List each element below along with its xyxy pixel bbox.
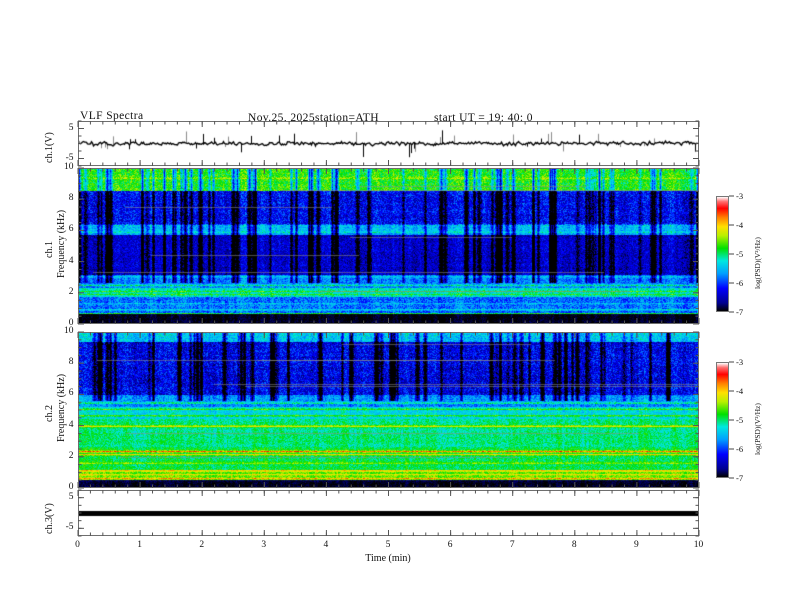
colorbar-ch1-tick--3: -3 (736, 191, 744, 201)
ch1-spectrogram-ylabel-freq: Frequency (kHz) (56, 209, 67, 278)
colorbar-ch2-tick--4: -4 (736, 386, 744, 396)
xtick-3: 3 (261, 540, 267, 550)
xtick-9: 9 (634, 540, 639, 550)
colorbar-ch1-tick--5: -5 (736, 249, 744, 259)
ch3-waveform-panel-canvas (78, 491, 698, 535)
xtick-6: 6 (447, 540, 453, 550)
ch1-ytick-5: 5 (68, 122, 74, 133)
colorbar-ch2-tick--6: -6 (736, 444, 744, 454)
x-axis-label: Time (min) (365, 553, 411, 564)
ch1-spec-ytick-2: 2 (68, 286, 74, 297)
colorbar-ch1-ticks (729, 195, 734, 313)
ch1-waveform-panel (77, 121, 699, 166)
ch1-spec-ytick-10: 10 (64, 162, 74, 172)
ch1-ytick-neg5: -5 (65, 152, 74, 163)
colorbar-ch2-ticks (729, 361, 734, 479)
ch1-spec-ytick-6: 6 (68, 224, 74, 235)
ch2-spec-ytick-8: 8 (68, 357, 74, 368)
ch2-spec-ytick-6: 6 (68, 388, 74, 399)
ch2-spec-ytick-2: 2 (68, 450, 74, 461)
colorbar-ch2-tick--7: -7 (736, 473, 744, 483)
colorbar-ch1-tick--6: -6 (736, 278, 744, 288)
figure-title: VLF Spectra (80, 110, 144, 122)
ch1-spectrogram-panel (77, 168, 699, 324)
colorbar-ch1-tick--7: -7 (736, 307, 744, 317)
ch2-spectrogram-panel (77, 332, 699, 488)
ch1-spectrogram-ylabel-ch: ch.1 (44, 241, 55, 258)
ch1-spec-ytick-0: 0 (68, 318, 74, 328)
colorbar-ch2 (716, 362, 729, 478)
colorbar-ch1-tick--4: -4 (736, 220, 744, 230)
ch2-spec-ytick-0: 0 (68, 482, 74, 492)
xtick-5: 5 (385, 540, 391, 550)
ch1-spectrogram-panel-canvas (78, 169, 698, 323)
ch2-spectrogram-panel-canvas (78, 333, 698, 487)
xtick-4: 4 (323, 540, 329, 550)
colorbar-ch1-label: log(PSD)(V²/Hz) (753, 236, 762, 289)
xtick-1: 1 (137, 540, 142, 550)
ch3-waveform-ylabel: ch.3(V) (44, 503, 55, 534)
ch1-spec-ytick-4: 4 (68, 255, 74, 266)
xtick-7: 7 (509, 540, 515, 550)
ch1-spectrogram-ticks (77, 167, 699, 325)
ch1-spec-ytick-8: 8 (68, 193, 74, 204)
ch1-waveform-panel-canvas (78, 122, 698, 165)
ch2-spectrogram-ylabel-freq: Frequency (kHz) (56, 373, 67, 442)
colorbar-ch2-tick--5: -5 (736, 415, 744, 425)
ch3-ytick-5: 5 (68, 491, 74, 502)
ch2-spectrogram-ylabel-ch: ch.2 (44, 405, 55, 422)
xtick-8: 8 (571, 540, 577, 550)
ch1-waveform-ticks (77, 120, 699, 167)
ch2-spec-ytick-4: 4 (68, 419, 74, 430)
xtick-0: 0 (75, 540, 80, 550)
colorbar-ch2-tick--3: -3 (736, 357, 744, 367)
ch2-spectrogram-ticks (77, 331, 699, 489)
xtick-10: 10 (693, 540, 704, 550)
ch2-spec-ytick-10: 10 (64, 326, 74, 336)
ch3-ytick-neg5: -5 (65, 522, 74, 533)
colorbar-ch2-label: log(PSD)(V²/Hz) (753, 402, 762, 455)
xtick-2: 2 (199, 540, 205, 550)
ch3-waveform-ticks (77, 489, 699, 537)
ch1-waveform-ylabel: ch.1(V) (44, 132, 55, 163)
colorbar-ch1 (716, 196, 729, 312)
ch3-waveform-panel (77, 490, 699, 536)
